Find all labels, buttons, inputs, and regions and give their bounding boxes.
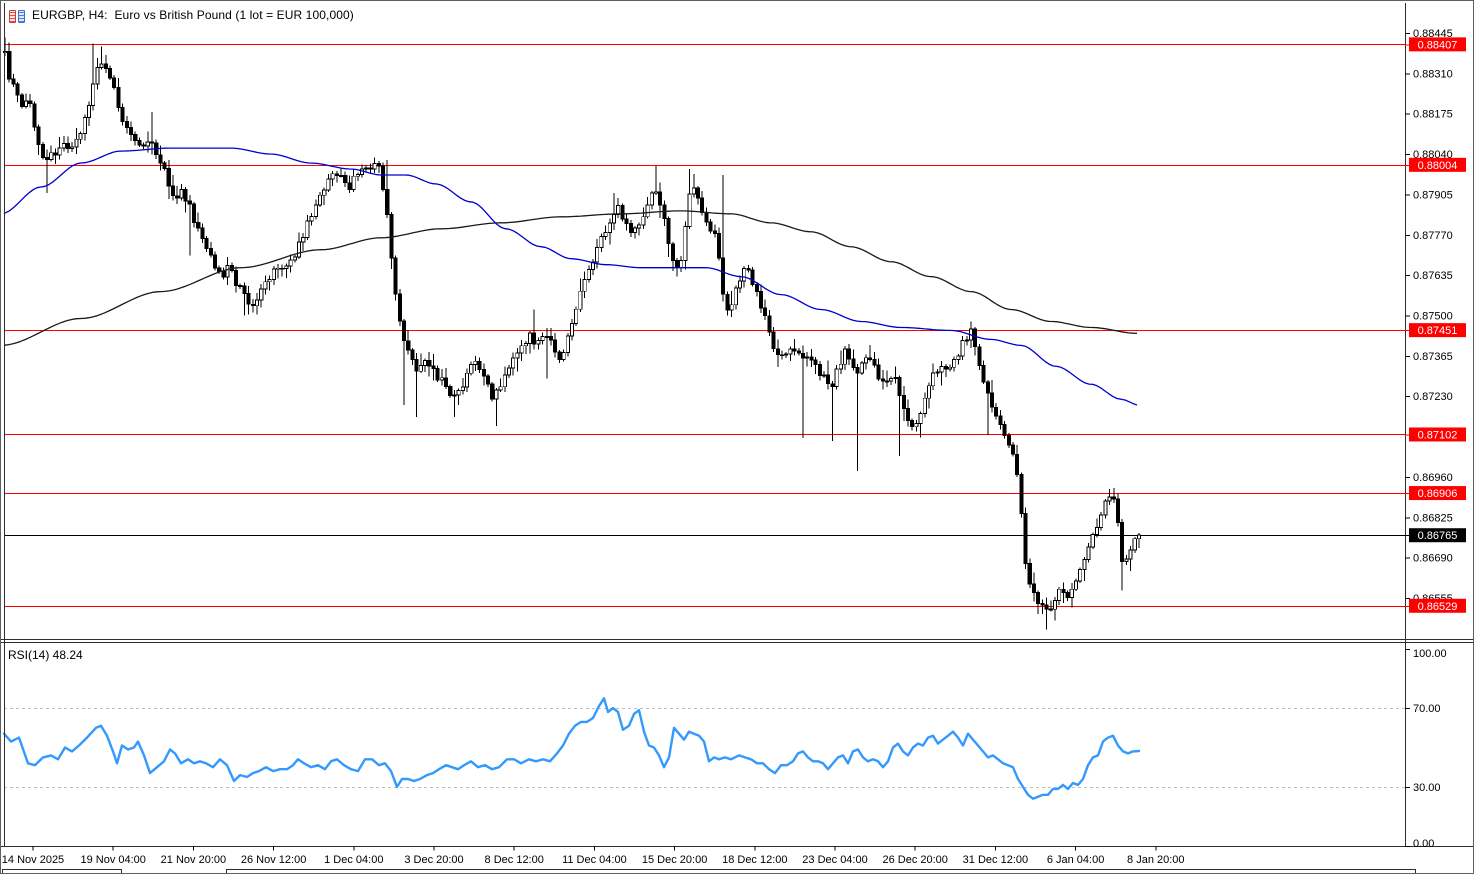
svg-text:0.88004: 0.88004 xyxy=(1418,160,1458,172)
time-axis[interactable]: 14 Nov 2025 19 Nov 04:00 21 Nov 20:00 26 No… xyxy=(2,846,1185,867)
time-tick-label: 14 Nov 2025 xyxy=(2,854,64,866)
time-tick-label: 19 Nov 04:00 xyxy=(80,854,145,866)
time-tick-label: 21 Nov 20:00 xyxy=(161,854,226,866)
svg-text:0.86906: 0.86906 xyxy=(1418,488,1458,500)
time-tick-label: 11 Dec 04:00 xyxy=(562,854,627,866)
time-tick-label: 6 Jan 04:00 xyxy=(1047,854,1105,866)
price-axis[interactable]: 0.884450.883100.881750.880400.879050.877… xyxy=(1405,28,1453,605)
level-lines[interactable] xyxy=(4,44,1405,607)
level-price-badge[interactable]: 0.88407 xyxy=(1405,37,1466,52)
rsi-tick-label: 0.00 xyxy=(1413,838,1434,850)
svg-text:0.86529: 0.86529 xyxy=(1418,601,1458,613)
price-tick-label: 0.87500 xyxy=(1413,310,1453,322)
price-tick-label: 0.87770 xyxy=(1413,230,1453,242)
rsi-tick-label: 100.00 xyxy=(1413,648,1447,660)
time-tick-label: 1 Dec 04:00 xyxy=(324,854,383,866)
time-tick-label: 15 Dec 20:00 xyxy=(642,854,707,866)
pane-frame xyxy=(1,3,1473,848)
rsi-tick-label: 70.00 xyxy=(1413,703,1441,715)
level-price-badge[interactable]: 0.86529 xyxy=(1405,598,1466,613)
price-tick-label: 0.87905 xyxy=(1413,189,1453,201)
bottom-tab-partial-right[interactable] xyxy=(226,869,1416,873)
time-tick-label: 8 Jan 20:00 xyxy=(1127,854,1185,866)
price-tick-label: 0.88310 xyxy=(1413,68,1453,80)
rsi-line xyxy=(2,697,1141,800)
time-tick-label: 31 Dec 12:00 xyxy=(963,854,1028,866)
bottom-tab-partial-left[interactable] xyxy=(2,869,122,873)
price-tick-label: 0.87635 xyxy=(1413,270,1453,282)
level-price-badge[interactable]: 0.87102 xyxy=(1405,427,1466,442)
time-tick-label: 23 Dec 04:00 xyxy=(802,854,867,866)
price-tick-label: 0.86960 xyxy=(1413,472,1453,484)
price-tick-label: 0.88445 xyxy=(1413,28,1453,40)
chart-icon xyxy=(9,10,25,23)
level-price-badge[interactable]: 0.86906 xyxy=(1405,486,1466,501)
svg-text:0.88407: 0.88407 xyxy=(1418,39,1458,51)
level-price-badge[interactable]: 0.87451 xyxy=(1405,323,1466,338)
slow-ma-black[interactable] xyxy=(3,210,1138,347)
svg-text:0.87451: 0.87451 xyxy=(1418,325,1458,337)
rsi-pane[interactable] xyxy=(2,697,1405,800)
chart-icon-blue-pane xyxy=(18,10,25,23)
fast-ma-blue[interactable] xyxy=(3,147,1138,406)
candles-layer[interactable] xyxy=(2,37,1142,630)
current-price-badge[interactable]: 0.86765 xyxy=(1405,528,1466,543)
time-tick-label: 8 Dec 12:00 xyxy=(485,854,544,866)
rsi-axis[interactable]: 100.00 70.00 30.00 0.00 xyxy=(1405,648,1447,850)
price-tick-label: 0.87365 xyxy=(1413,351,1453,363)
chart-icon-red-pane xyxy=(9,10,16,23)
price-tick-label: 0.87230 xyxy=(1413,391,1453,403)
rsi-tick-label: 30.00 xyxy=(1413,782,1441,794)
time-tick-label: 26 Dec 20:00 xyxy=(882,854,947,866)
time-tick-label: 18 Dec 12:00 xyxy=(722,854,787,866)
price-tick-label: 0.88175 xyxy=(1413,109,1453,121)
chart-title: EURGBP, H4: Euro vs British Pound (1 lot… xyxy=(32,8,354,22)
svg-text:0.87102: 0.87102 xyxy=(1418,429,1458,441)
time-tick-label: 26 Nov 12:00 xyxy=(241,854,306,866)
level-price-badge[interactable]: 0.88004 xyxy=(1405,157,1466,172)
svg-text:0.86765: 0.86765 xyxy=(1418,530,1458,542)
rsi-indicator-label: RSI(14) 48.24 xyxy=(8,648,83,662)
price-tick-label: 0.86690 xyxy=(1413,553,1453,565)
time-tick-label: 3 Dec 20:00 xyxy=(404,854,463,866)
price-tick-label: 0.86825 xyxy=(1413,512,1453,524)
